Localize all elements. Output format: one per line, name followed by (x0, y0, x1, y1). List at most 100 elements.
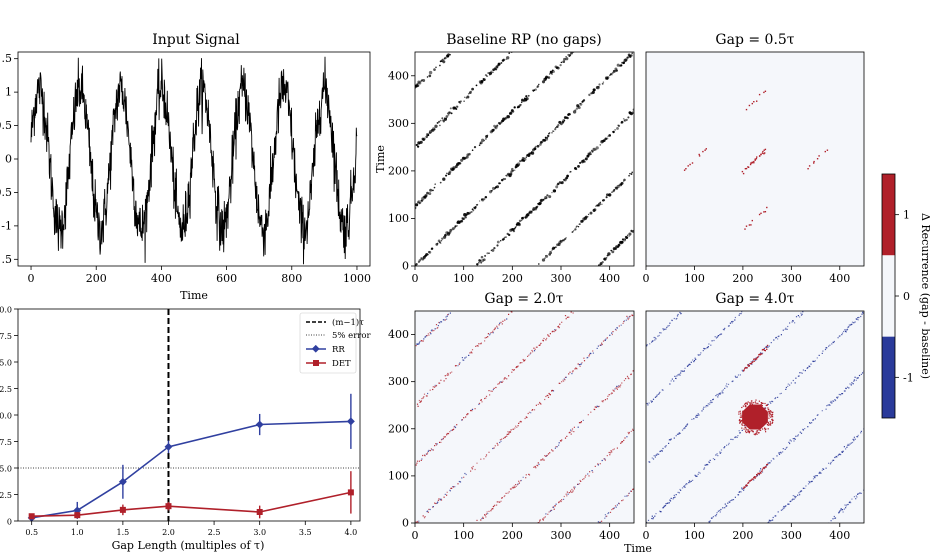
rp-point (744, 403, 746, 405)
rp-point (751, 403, 753, 406)
rp-point (520, 160, 522, 163)
rp-point (545, 455, 547, 457)
rp-point (433, 329, 435, 332)
rp-point (440, 499, 443, 501)
rp-point (697, 413, 699, 415)
rp-point (728, 442, 730, 444)
rp-point (689, 363, 691, 366)
rp-point (558, 442, 560, 444)
rp-point (739, 410, 741, 412)
y-tick-label: -1 (1, 219, 12, 232)
rp-point (659, 332, 661, 334)
rp-point (606, 76, 610, 79)
rp-point (683, 486, 685, 488)
rp-point (767, 421, 769, 423)
rp-point (727, 502, 729, 504)
rp-point (773, 339, 775, 341)
rp-point (558, 444, 560, 446)
rp-point (533, 409, 536, 411)
rp-point (511, 369, 513, 371)
rp-point (661, 449, 663, 452)
rp-point (787, 503, 789, 505)
rp-point (502, 117, 506, 121)
rp-point (764, 427, 766, 429)
rp-point (583, 357, 585, 359)
rp-point (566, 316, 568, 318)
rp-point (503, 378, 505, 380)
rp-point (690, 480, 692, 482)
rp-point (459, 362, 461, 364)
rp-point (609, 511, 612, 513)
rp-point (627, 116, 630, 119)
rp-point (601, 400, 603, 402)
rp-point (734, 316, 736, 319)
x-tick-label: 100 (684, 529, 705, 542)
rp-point (758, 429, 760, 431)
rp-point (761, 349, 764, 351)
rp-point (454, 225, 457, 228)
rp-point (794, 322, 796, 324)
rp-point (813, 162, 815, 164)
rp-point (435, 385, 437, 387)
rp-point (705, 405, 707, 407)
rp-point (483, 198, 486, 201)
rp-point (750, 363, 752, 365)
input-signal-yticks: -1.5-1-0.500.511.5 (0, 52, 18, 266)
colorbar-band-neutral (882, 255, 895, 337)
rp-point (626, 56, 629, 59)
rp-point (564, 379, 566, 381)
rp-point (492, 332, 494, 334)
rp-point (800, 490, 803, 492)
rp-point (563, 380, 565, 382)
rp-point (708, 343, 710, 345)
rp-point (625, 319, 627, 321)
rp-point (749, 363, 751, 365)
rp-point (754, 477, 756, 479)
rp-point (769, 421, 771, 423)
rp-point (515, 425, 517, 427)
rp-point (857, 319, 859, 321)
rp-point (537, 263, 540, 265)
rp-point (769, 520, 771, 522)
rp-point (620, 64, 623, 67)
rp-point (845, 387, 847, 390)
rp-point (766, 404, 768, 406)
rp-point (726, 383, 728, 385)
rp-point (446, 494, 448, 496)
rp-point (859, 492, 861, 494)
rp-point (555, 503, 557, 505)
rp-point (427, 134, 430, 137)
rp-point (673, 494, 675, 496)
rp-point (832, 518, 834, 520)
legend-hline-label: 5% error (332, 331, 371, 341)
rp-point (587, 216, 589, 218)
rp-point (613, 188, 616, 191)
rp-point (683, 169, 686, 171)
rp-point (623, 178, 626, 182)
rp-point (665, 503, 667, 505)
rp-point (443, 436, 445, 438)
rp-point (577, 426, 579, 428)
y-tick-label: 400 (388, 328, 409, 341)
rp-point (787, 325, 789, 328)
rp-point (719, 451, 721, 453)
rp-point (613, 507, 615, 510)
rp-point (573, 486, 575, 488)
rp-point (608, 394, 610, 396)
rp-point (439, 181, 442, 184)
rp-point (771, 422, 773, 424)
rp-point (656, 453, 658, 455)
rp-point (559, 500, 562, 502)
rp-point (423, 517, 426, 519)
rp-point (695, 416, 697, 418)
rp-point (441, 237, 444, 240)
rp-point (571, 373, 573, 375)
rp-point (601, 342, 603, 344)
rp-point (703, 467, 706, 469)
rp-point (778, 335, 780, 337)
x-tick-label: 1000 (343, 272, 371, 285)
rp-point (615, 69, 618, 72)
rp-point (601, 82, 604, 85)
rp-point (683, 485, 685, 487)
